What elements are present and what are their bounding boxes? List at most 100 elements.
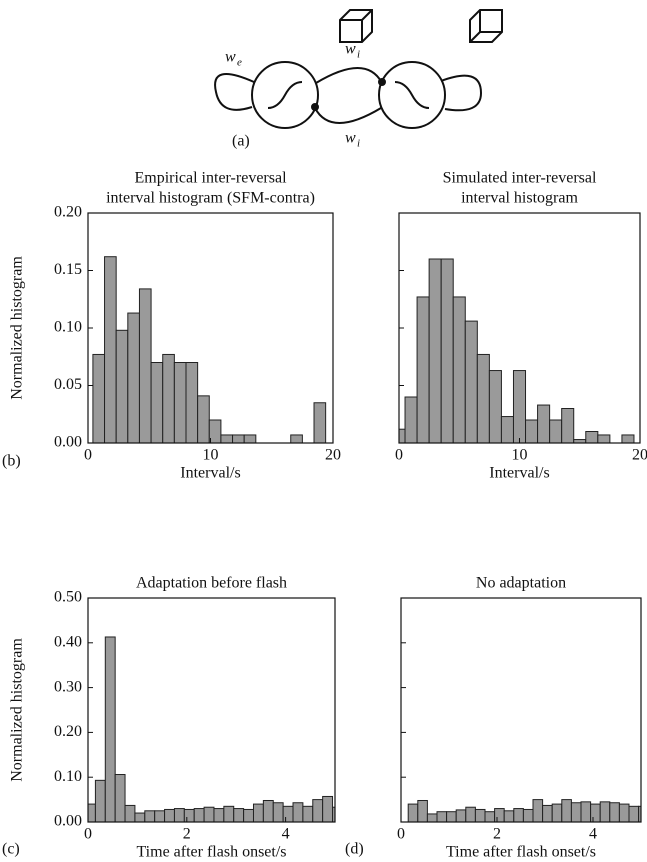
histogram-bar [262, 799, 274, 823]
chart-title: Adaptation before flash [136, 575, 287, 592]
histogram-bar [570, 802, 582, 823]
histogram-bar [455, 809, 467, 823]
histogram-bar [500, 416, 514, 444]
histogram-bar [150, 362, 164, 444]
histogram-bar [513, 808, 524, 823]
histogram-bar [464, 320, 478, 444]
x-tick-label: 20 [325, 447, 341, 464]
histogram-bar [134, 812, 146, 823]
histogram-bar [512, 370, 527, 444]
histogram-bar [124, 804, 136, 823]
chart-title: interval histogram [461, 190, 578, 207]
x-tick-label: 0 [84, 826, 92, 843]
histogram-bar [164, 808, 175, 823]
histogram-bar [597, 434, 611, 444]
x-axis-label: Interval/s [180, 465, 240, 482]
x-tick-label: 0 [397, 826, 405, 843]
unit-circle [378, 61, 446, 129]
histogram-bar [428, 258, 442, 444]
histogram-bar [452, 296, 466, 444]
cube-icon [339, 9, 373, 43]
histogram-bar [233, 808, 245, 823]
histogram-bar [465, 806, 476, 823]
histogram-bar [628, 805, 640, 823]
x-tick-label: 4 [282, 826, 290, 843]
histogram-bar [173, 362, 187, 444]
x-tick-label: 10 [512, 447, 528, 464]
histogram-bar [115, 329, 129, 444]
panel-label: (c) [2, 841, 20, 858]
histogram-bar [404, 396, 418, 444]
y-tick-label: 0.20 [54, 723, 82, 740]
histogram-bar [252, 803, 264, 823]
panel-label: (d) [345, 841, 364, 858]
plot-frame [87, 597, 336, 823]
y-tick-label: 0.10 [54, 319, 82, 336]
chart-title: Empirical inter-reversal [134, 170, 287, 187]
weight-label: w [345, 41, 356, 58]
histogram-bar [494, 808, 505, 823]
histogram-bar [426, 813, 438, 823]
synapse [378, 78, 386, 86]
histogram-bar [532, 799, 544, 823]
x-axis-label: Time after flash onset/s [136, 844, 286, 861]
histogram-bar [488, 370, 502, 444]
x-tick-label: 20 [632, 447, 647, 464]
y-tick-label: 0.00 [54, 434, 82, 451]
panel-label: (a) [232, 133, 250, 150]
x-tick-label: 2 [183, 826, 191, 843]
chart-title: No adaptation [476, 575, 566, 592]
histogram-bar [312, 799, 324, 823]
histogram-bar [302, 805, 314, 823]
histogram-bar [104, 636, 116, 823]
histogram-bar [590, 803, 601, 823]
histogram-bar [446, 811, 457, 823]
weight-subscript: i [357, 49, 360, 61]
histogram-bar [87, 803, 96, 823]
sigmoid [267, 81, 303, 109]
histogram-bar [474, 808, 486, 823]
histogram-bar [561, 408, 575, 444]
histogram-bar [162, 353, 175, 444]
y-axis-label: Normalized histogram [9, 638, 26, 782]
weight-label: w [225, 49, 236, 66]
y-tick-label: 0.30 [54, 678, 82, 695]
histogram-bar [522, 808, 534, 823]
histogram-bar [94, 779, 106, 823]
histogram-bar [197, 395, 210, 444]
histogram-bar [290, 434, 303, 444]
weight-subscript: i [357, 138, 360, 150]
y-tick-label: 0.05 [54, 376, 82, 393]
histogram-bar [585, 431, 599, 444]
histogram-bar [609, 802, 620, 823]
histogram-bar [144, 810, 156, 823]
histogram-bar [193, 808, 205, 823]
histogram-bar [232, 434, 245, 444]
sigmoid [394, 81, 430, 109]
chart-title: Simulated inter-reversal [443, 170, 597, 187]
histogram-bar [621, 434, 635, 444]
inhibition [315, 67, 383, 84]
x-axis-label: Interval/s [489, 465, 549, 482]
chart-title: interval histogram (SFM-contra) [106, 190, 315, 207]
x-tick-label: 2 [493, 826, 501, 843]
histogram-bar [476, 353, 490, 444]
y-tick-label: 0.40 [54, 633, 82, 650]
histogram-bar [243, 808, 254, 823]
y-tick-label: 0.00 [54, 813, 82, 830]
histogram-bar [282, 805, 294, 823]
histogram-bar [549, 419, 563, 444]
x-tick-label: 10 [203, 447, 219, 464]
histogram-bar [272, 802, 284, 823]
histogram-bar [243, 434, 257, 444]
y-tick-label: 0.20 [54, 204, 82, 221]
self-excitation [440, 74, 483, 112]
histogram-bar [203, 806, 215, 823]
histogram-bar [208, 419, 222, 444]
histogram-bar [154, 810, 166, 823]
histogram-bar [561, 799, 572, 823]
x-tick-label: 0 [84, 447, 92, 464]
histogram-bar [580, 801, 592, 823]
histogram-bar [223, 805, 235, 823]
